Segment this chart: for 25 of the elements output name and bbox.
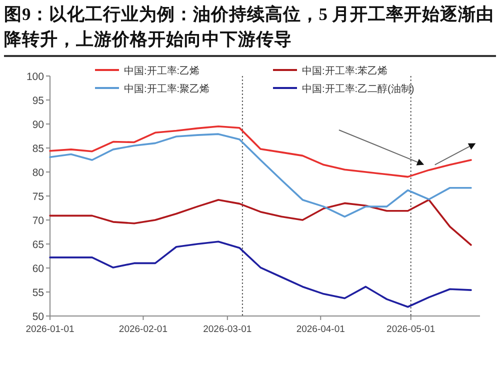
line-series [49, 240, 472, 308]
x-tick-label: 2026-03-01 [203, 324, 252, 335]
y-tick-label: 60 [32, 263, 44, 275]
line-series [49, 126, 472, 178]
legend-label: 中国:开工率:聚乙烯 [124, 83, 210, 95]
legend-label: 中国:开工率:乙烯 [124, 65, 200, 77]
y-tick-label: 65 [32, 239, 44, 251]
y-tick-label: 95 [32, 95, 44, 107]
chart-title: 图9：以化工行业为例：油价持续高位，5 月开工率开始逐渐由降转升，上游价格开始向中下游传导 [4, 2, 496, 57]
x-tick-label: 2026-02-01 [118, 324, 168, 335]
y-tick-label: 90 [32, 119, 44, 131]
legend-label: 中国:开工率:乙二醇(油制) [302, 83, 414, 95]
y-tick-label: 80 [32, 167, 44, 179]
line-series [49, 133, 472, 218]
y-tick-label: 70 [32, 215, 44, 227]
y-tick-label: 75 [32, 191, 44, 203]
legend-label: 中国:开工率:苯乙烯 [302, 65, 388, 77]
y-tick-label: 100 [26, 71, 44, 83]
y-tick-label: 85 [32, 143, 44, 155]
x-tick-label: 2026-05-01 [386, 324, 436, 335]
y-tick-label: 50 [32, 311, 44, 323]
x-tick-label: 2026-04-01 [296, 324, 345, 335]
x-tick-label: 2026-01-01 [26, 324, 74, 335]
line-series [49, 198, 472, 246]
y-tick-label: 55 [32, 287, 44, 299]
